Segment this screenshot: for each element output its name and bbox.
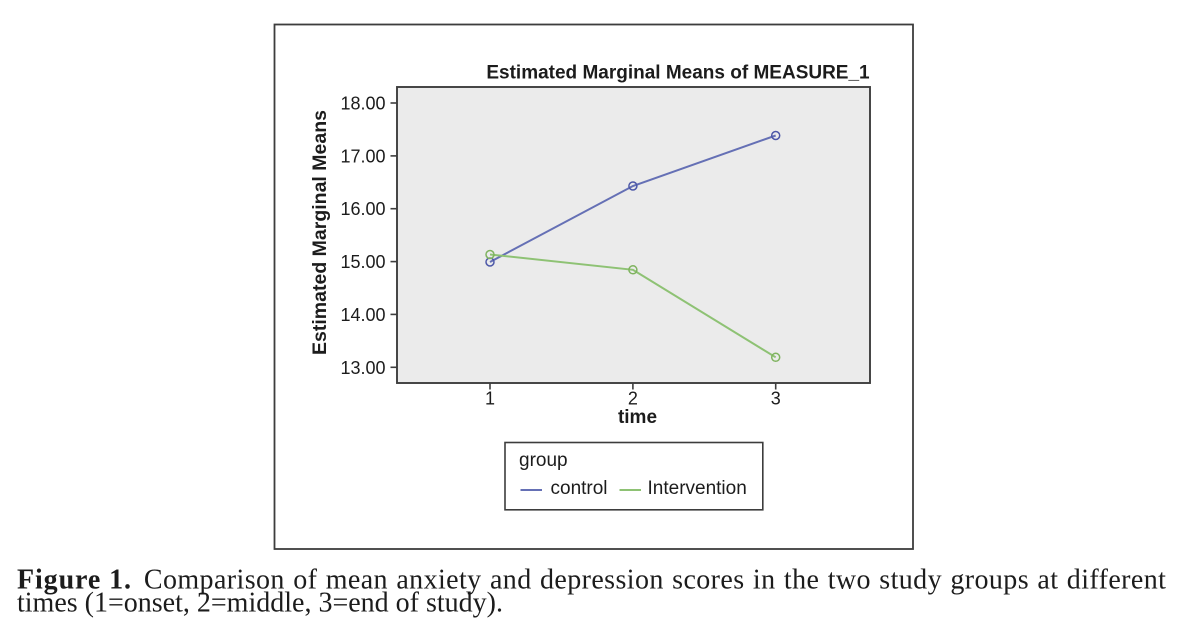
svg-text:Intervention: Intervention xyxy=(648,478,747,499)
svg-text:group: group xyxy=(519,450,568,471)
svg-text:control: control xyxy=(551,478,608,499)
svg-text:14.00: 14.00 xyxy=(340,305,385,325)
svg-text:Estimated Marginal Means: Estimated Marginal Means xyxy=(309,110,331,355)
svg-text:3: 3 xyxy=(771,389,781,409)
svg-text:18.00: 18.00 xyxy=(340,94,385,114)
svg-text:1: 1 xyxy=(485,389,495,409)
svg-text:16.00: 16.00 xyxy=(340,199,385,219)
svg-text:15.00: 15.00 xyxy=(340,252,385,272)
svg-text:2: 2 xyxy=(628,389,638,409)
svg-text:17.00: 17.00 xyxy=(340,146,385,166)
svg-text:Estimated Marginal Means of ME: Estimated Marginal Means of MEASURE_1 xyxy=(486,63,870,84)
svg-text:time: time xyxy=(618,407,657,428)
svg-text:times (1=onset, 2=middle, 3=en: times (1=onset, 2=middle, 3=end of study… xyxy=(17,588,503,619)
svg-text:Figure 1.Comparison of mean an: Figure 1. Comparison of mean anxiety and … xyxy=(17,565,1166,596)
svg-text:13.00: 13.00 xyxy=(340,358,385,378)
